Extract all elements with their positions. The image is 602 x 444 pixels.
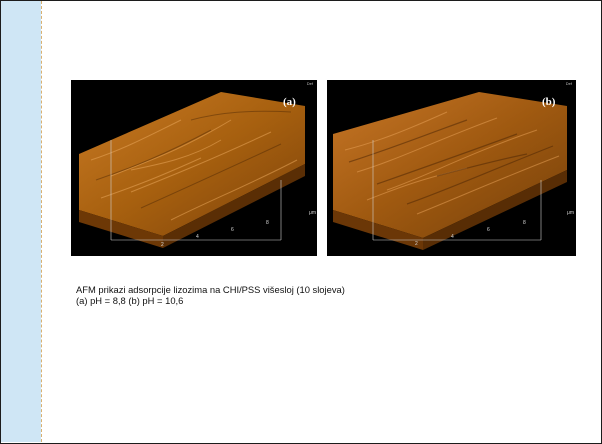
tick-a-4: 8 bbox=[266, 220, 269, 226]
tick-a-1: 2 bbox=[161, 242, 164, 248]
figure-caption: AFM prikazi adsorpcije lizozima na CHI/P… bbox=[76, 284, 536, 306]
tick-b-4: 8 bbox=[523, 220, 526, 226]
corner-text-b: Def bbox=[565, 81, 572, 86]
tick-a-2: 4 bbox=[196, 234, 199, 240]
afm-surface-a-graphic bbox=[79, 92, 305, 248]
tick-b-2: 4 bbox=[451, 234, 454, 240]
afm-surface-b-graphic bbox=[333, 92, 567, 250]
afm-image-a: Def (a) 2 4 6 8 μm bbox=[71, 80, 317, 256]
tick-b-1: 2 bbox=[415, 241, 418, 247]
corner-text-a: Def bbox=[306, 81, 313, 86]
axis-unit-a: μm bbox=[309, 210, 317, 216]
axis-unit-b: μm bbox=[567, 210, 575, 216]
tick-b-3: 6 bbox=[487, 227, 490, 233]
caption-line-1: AFM prikazi adsorpcije lizozima na CHI/P… bbox=[76, 284, 345, 295]
slide-sidebar bbox=[1, 1, 41, 442]
caption-line-2: (a) pH = 8,8 (b) pH = 10,6 bbox=[76, 295, 184, 306]
image-label-b: (b) bbox=[542, 96, 556, 108]
sidebar-divider bbox=[41, 1, 42, 442]
image-label-a: (a) bbox=[283, 96, 296, 108]
afm-image-b: Def (b) 2 4 6 8 μm bbox=[327, 80, 576, 256]
tick-a-3: 6 bbox=[231, 227, 234, 233]
